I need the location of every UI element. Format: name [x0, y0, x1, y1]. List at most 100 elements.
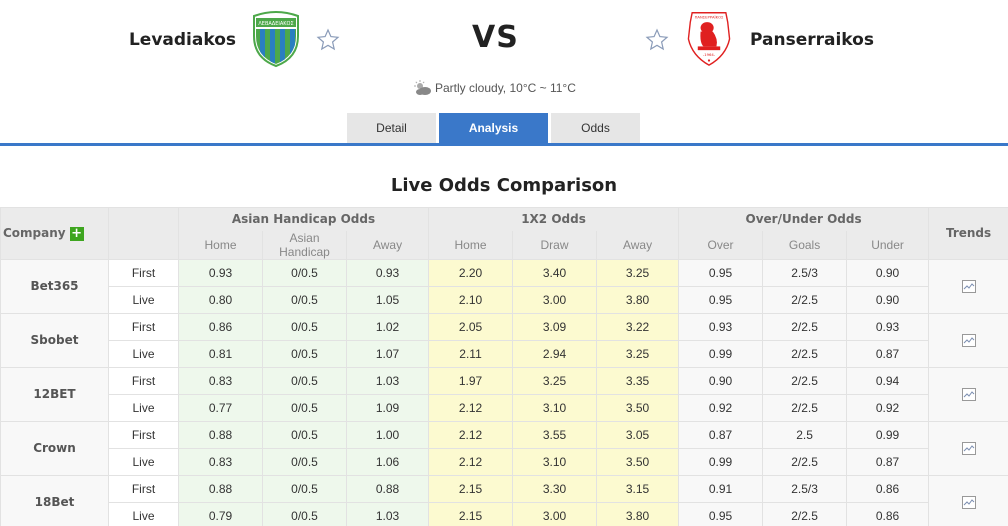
ah-away-cell[interactable]: 1.09	[345, 393, 430, 422]
x12-away-cell[interactable]: 3.50	[596, 393, 680, 422]
x12-draw-cell[interactable]: 3.30	[512, 474, 598, 503]
ah-handicap-cell[interactable]: 0/0.5	[262, 474, 347, 503]
company-name[interactable]: Crown	[0, 420, 109, 476]
ou-under-cell[interactable]: 0.87	[846, 339, 930, 368]
ou-goals-cell[interactable]: 2/2.5	[762, 393, 848, 422]
ou-goals-cell[interactable]: 2/2.5	[762, 285, 848, 314]
x12-draw-cell[interactable]: 3.09	[512, 312, 598, 341]
ah-handicap-cell[interactable]: 0/0.5	[262, 447, 347, 476]
x12-away-cell[interactable]: 3.50	[596, 447, 680, 476]
x12-home-cell[interactable]: 1.97	[428, 366, 514, 395]
x12-away-cell[interactable]: 3.15	[596, 474, 680, 503]
home-team-logo[interactable]: ΛΕΒΑΔΕΙΑΚΟΣ	[250, 10, 302, 68]
x12-draw-cell[interactable]: 3.10	[512, 393, 598, 422]
ou-goals-cell[interactable]: 2/2.5	[762, 312, 848, 341]
ah-handicap-cell[interactable]: 0/0.5	[262, 420, 347, 449]
ah-away-cell[interactable]: 1.06	[345, 447, 430, 476]
ah-home-cell[interactable]: 0.79	[178, 501, 263, 526]
tab-detail[interactable]: Detail	[347, 113, 436, 143]
x12-home-cell[interactable]: 2.12	[428, 420, 514, 449]
ou-over-cell[interactable]: 0.90	[678, 366, 764, 395]
ah-away-cell[interactable]: 1.07	[345, 339, 430, 368]
ou-over-cell[interactable]: 0.93	[678, 312, 764, 341]
ah-home-cell[interactable]: 0.83	[178, 366, 263, 395]
x12-away-cell[interactable]: 3.22	[596, 312, 680, 341]
ou-goals-cell[interactable]: 2/2.5	[762, 366, 848, 395]
ah-home-cell[interactable]: 0.80	[178, 285, 263, 314]
ou-over-cell[interactable]: 0.87	[678, 420, 764, 449]
ah-home-cell[interactable]: 0.93	[178, 258, 263, 287]
ah-home-cell[interactable]: 0.88	[178, 474, 263, 503]
ah-away-cell[interactable]: 1.05	[345, 285, 430, 314]
favorite-star-icon[interactable]	[645, 28, 669, 52]
trend-chart-icon[interactable]	[961, 279, 976, 294]
company-name[interactable]: 18Bet	[0, 474, 109, 526]
x12-away-cell[interactable]: 3.25	[596, 339, 680, 368]
x12-away-cell[interactable]: 3.80	[596, 501, 680, 526]
ou-over-cell[interactable]: 0.99	[678, 447, 764, 476]
ou-goals-cell[interactable]: 2/2.5	[762, 447, 848, 476]
add-company-plus-icon[interactable]: +	[69, 225, 84, 241]
ah-home-cell[interactable]: 0.77	[178, 393, 263, 422]
ou-over-cell[interactable]: 0.91	[678, 474, 764, 503]
x12-draw-cell[interactable]: 2.94	[512, 339, 598, 368]
x12-away-cell[interactable]: 3.35	[596, 366, 680, 395]
ou-under-cell[interactable]: 0.94	[846, 366, 930, 395]
ah-away-cell[interactable]: 1.03	[345, 366, 430, 395]
ah-away-cell[interactable]: 1.00	[345, 420, 430, 449]
ou-under-cell[interactable]: 0.87	[846, 447, 930, 476]
ou-over-cell[interactable]: 0.95	[678, 501, 764, 526]
ah-handicap-cell[interactable]: 0/0.5	[262, 258, 347, 287]
ah-handicap-cell[interactable]: 0/0.5	[262, 501, 347, 526]
ah-away-cell[interactable]: 0.88	[345, 474, 430, 503]
home-team-name[interactable]: Levadiakos	[128, 30, 236, 50]
ou-goals-cell[interactable]: 2.5	[762, 420, 848, 449]
x12-home-cell[interactable]: 2.20	[428, 258, 514, 287]
ou-goals-cell[interactable]: 2/2.5	[762, 501, 848, 526]
ah-handicap-cell[interactable]: 0/0.5	[262, 285, 347, 314]
x12-home-cell[interactable]: 2.12	[428, 447, 514, 476]
ah-handicap-cell[interactable]: 0/0.5	[262, 312, 347, 341]
favorite-star-icon[interactable]	[316, 28, 340, 52]
trend-chart-icon[interactable]	[961, 333, 976, 348]
ou-under-cell[interactable]: 0.92	[846, 393, 930, 422]
ah-home-cell[interactable]: 0.81	[178, 339, 263, 368]
ah-handicap-cell[interactable]: 0/0.5	[262, 339, 347, 368]
ou-over-cell[interactable]: 0.92	[678, 393, 764, 422]
x12-home-cell[interactable]: 2.10	[428, 285, 514, 314]
x12-draw-cell[interactable]: 3.00	[512, 285, 598, 314]
x12-home-cell[interactable]: 2.15	[428, 474, 514, 503]
tab-analysis[interactable]: Analysis	[439, 113, 548, 143]
ah-home-cell[interactable]: 0.83	[178, 447, 263, 476]
ou-under-cell[interactable]: 0.90	[846, 285, 930, 314]
x12-home-cell[interactable]: 2.11	[428, 339, 514, 368]
ah-home-cell[interactable]: 0.88	[178, 420, 263, 449]
ah-away-cell[interactable]: 0.93	[345, 258, 430, 287]
ah-away-cell[interactable]: 1.02	[345, 312, 430, 341]
ah-handicap-cell[interactable]: 0/0.5	[262, 393, 347, 422]
x12-draw-cell[interactable]: 3.55	[512, 420, 598, 449]
trend-chart-icon[interactable]	[961, 441, 976, 456]
x12-draw-cell[interactable]: 3.00	[512, 501, 598, 526]
x12-draw-cell[interactable]: 3.25	[512, 366, 598, 395]
ou-goals-cell[interactable]: 2.5/3	[762, 474, 848, 503]
company-name[interactable]: Sbobet	[0, 312, 109, 368]
x12-away-cell[interactable]: 3.80	[596, 285, 680, 314]
ou-goals-cell[interactable]: 2/2.5	[762, 339, 848, 368]
x12-home-cell[interactable]: 2.12	[428, 393, 514, 422]
ou-over-cell[interactable]: 0.95	[678, 258, 764, 287]
ah-handicap-cell[interactable]: 0/0.5	[262, 366, 347, 395]
ou-over-cell[interactable]: 0.99	[678, 339, 764, 368]
ah-home-cell[interactable]: 0.86	[178, 312, 263, 341]
ou-under-cell[interactable]: 0.99	[846, 420, 930, 449]
ou-goals-cell[interactable]: 2.5/3	[762, 258, 848, 287]
x12-home-cell[interactable]: 2.15	[428, 501, 514, 526]
tab-odds[interactable]: Odds	[551, 113, 640, 143]
x12-draw-cell[interactable]: 3.10	[512, 447, 598, 476]
trend-chart-icon[interactable]	[961, 495, 976, 510]
away-team-logo[interactable]: ΠΑΝΣΕΡΡΑΪΚΟΣ -1964-	[683, 9, 735, 67]
ou-under-cell[interactable]: 0.86	[846, 474, 930, 503]
x12-draw-cell[interactable]: 3.40	[512, 258, 598, 287]
x12-away-cell[interactable]: 3.25	[596, 258, 680, 287]
trend-chart-icon[interactable]	[961, 387, 976, 402]
